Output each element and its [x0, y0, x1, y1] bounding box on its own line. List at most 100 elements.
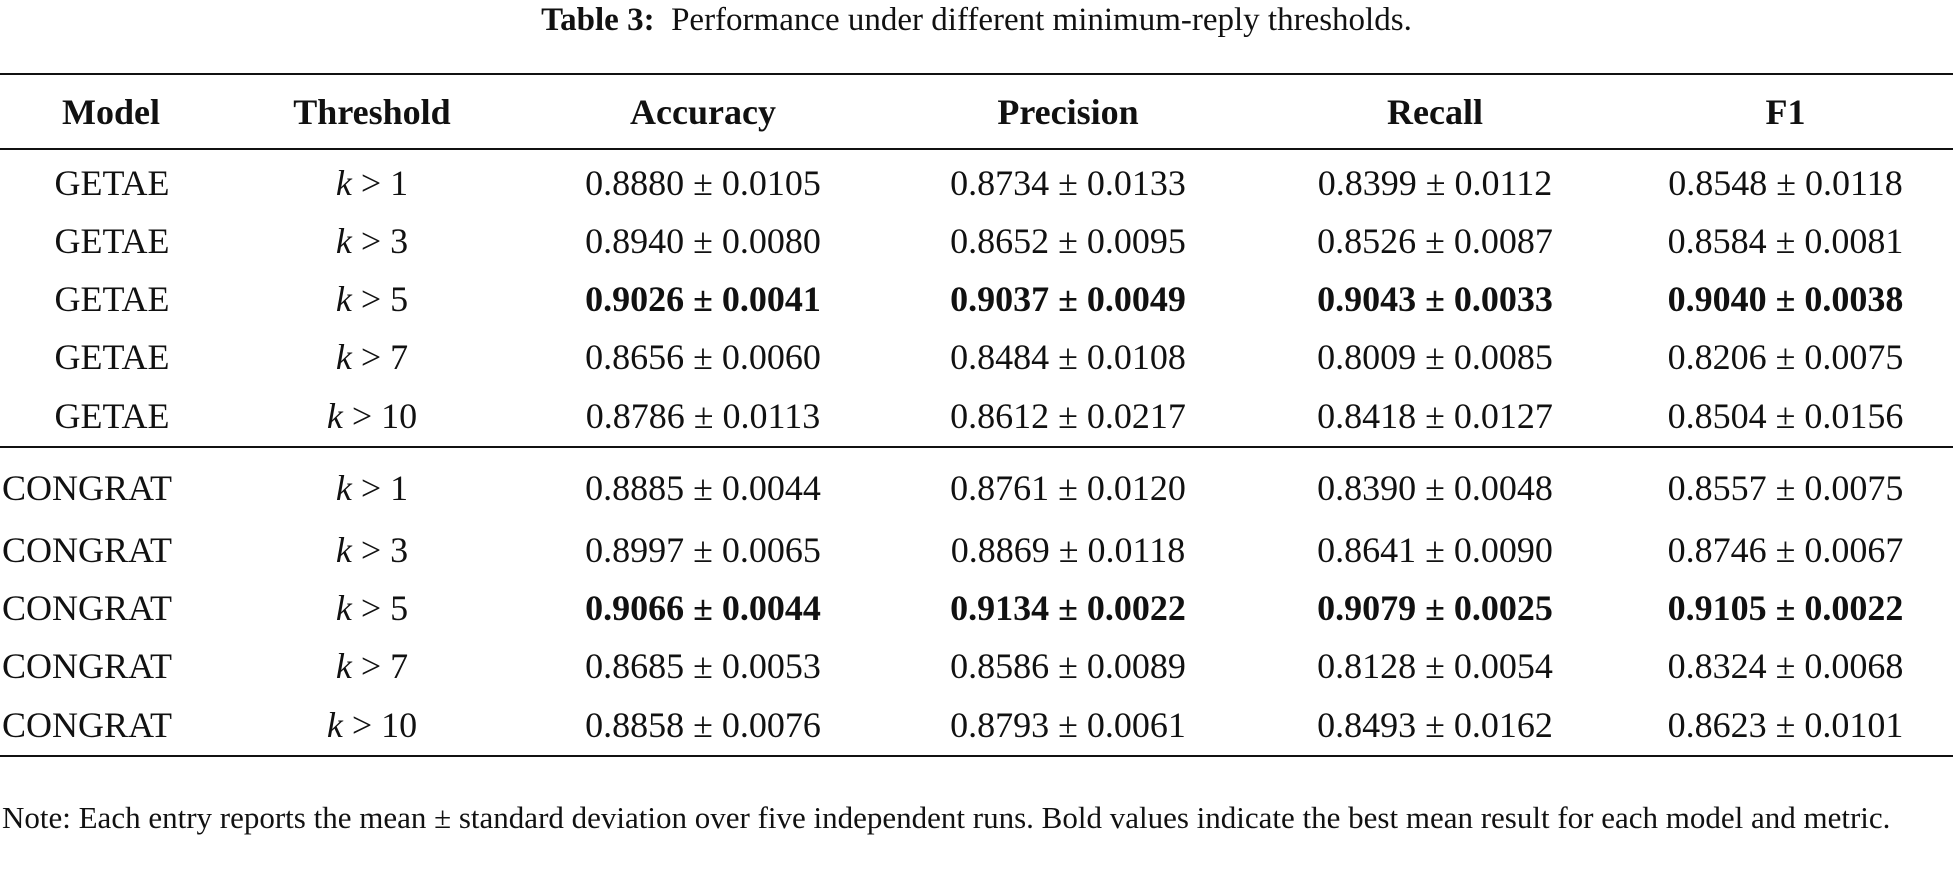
cell-model: CONGRAT: [2, 588, 173, 628]
cell-accuracy: 0.8656 ± 0.0060: [585, 337, 821, 377]
table-header: Model Threshold Accuracy Precision Recal…: [0, 73, 1953, 150]
cell-f1: 0.8324 ± 0.0068: [1667, 646, 1904, 686]
cell-recall: 0.8009 ± 0.0085: [1317, 337, 1553, 377]
table-row: CONGRAT k > 10 0.8858 ± 0.0076 0.8793 ± 0.0…: [0, 695, 1953, 757]
threshold-value: > 10: [342, 705, 418, 745]
cell-threshold: k > 7: [222, 328, 522, 386]
cell-f1: 0.8548 ± 0.0118: [1668, 163, 1903, 203]
cell-f1: 0.8623 ± 0.0101: [1618, 695, 1953, 757]
cell-recall: 0.8493 ± 0.0162: [1252, 695, 1618, 757]
header-threshold: Threshold: [222, 73, 522, 150]
threshold-variable: k: [335, 530, 352, 570]
threshold-value: > 7: [351, 337, 409, 377]
cell-threshold: k > 3: [222, 212, 522, 270]
cell-f1: 0.8557 ± 0.0075: [1667, 467, 1904, 508]
cell-recall: 0.8418 ± 0.0127: [1252, 386, 1618, 448]
cell-model: GETAE: [54, 279, 170, 319]
table-note: Note: Each entry reports the mean ± stan…: [2, 800, 1891, 835]
cell-recall: 0.8128 ± 0.0054: [1317, 646, 1553, 686]
header-f1: F1: [1618, 73, 1953, 150]
cell-model: GETAE: [54, 221, 170, 261]
threshold-variable: k: [335, 337, 352, 377]
cell-recall: 0.8641 ± 0.0090: [1317, 530, 1553, 570]
cell-precision: 0.8761 ± 0.0120: [950, 467, 1186, 508]
table-row: GETAE k > 1 0.8880 ± 0.0105 0.8734 ± 0.0133…: [0, 149, 1953, 212]
cell-precision: 0.8586 ± 0.0089: [950, 646, 1186, 686]
table-row: CONGRAT k > 3 0.8997 ± 0.0065 0.8869 ± 0.01…: [0, 521, 1953, 579]
threshold-variable: k: [335, 588, 352, 628]
threshold-value: > 5: [351, 588, 409, 628]
cell-threshold: k > 10: [222, 695, 522, 757]
cell-precision: 0.8612 ± 0.0217: [884, 386, 1252, 448]
header-model: Model: [0, 73, 222, 150]
caption-text: Performance under different minimum-repl…: [671, 2, 1412, 38]
threshold-variable: k: [326, 705, 343, 745]
threshold-value: > 3: [351, 530, 409, 570]
cell-recall: 0.8390 ± 0.0048: [1317, 467, 1553, 508]
table-row: CONGRAT k > 1 0.8885 ± 0.0044 0.8761 ± 0.01…: [0, 447, 1953, 521]
header-row: Model Threshold Accuracy Precision Recal…: [0, 73, 1953, 150]
header-recall: Recall: [1252, 73, 1618, 150]
cell-threshold: k > 7: [222, 637, 522, 695]
cell-threshold: k > 3: [222, 521, 522, 579]
cell-threshold: k > 1: [222, 149, 522, 212]
threshold-value: > 10: [342, 396, 418, 436]
cell-f1: 0.9105 ± 0.0022: [1667, 588, 1904, 628]
cell-model: GETAE: [0, 386, 222, 448]
cell-f1: 0.9040 ± 0.0038: [1667, 279, 1904, 319]
cell-accuracy: 0.8880 ± 0.0105: [585, 163, 821, 203]
cell-precision: 0.9037 ± 0.0049: [950, 279, 1186, 319]
cell-precision: 0.8484 ± 0.0108: [950, 337, 1186, 377]
cell-accuracy: 0.9026 ± 0.0041: [585, 279, 821, 319]
table-row: CONGRAT k > 5 0.9066 ± 0.0044 0.9134 ± 0.00…: [0, 579, 1953, 637]
header-precision: Precision: [884, 73, 1252, 150]
table-caption: Table 3: Performance under different min…: [0, 0, 1953, 44]
cell-model: CONGRAT: [2, 467, 173, 508]
cell-recall: 0.9079 ± 0.0025: [1317, 588, 1553, 628]
threshold-variable: k: [335, 221, 352, 261]
table-row: GETAE k > 5 0.9026 ± 0.0041 0.9037 ± 0.0049…: [0, 270, 1953, 328]
threshold-value: > 1: [351, 467, 409, 508]
cell-f1: 0.8206 ± 0.0075: [1667, 337, 1904, 377]
results-table: Model Threshold Accuracy Precision Recal…: [0, 73, 1953, 757]
threshold-variable: k: [335, 163, 352, 203]
cell-precision: 0.8652 ± 0.0095: [950, 221, 1186, 261]
cell-accuracy: 0.8858 ± 0.0076: [522, 695, 884, 757]
threshold-variable: k: [326, 396, 343, 436]
threshold-value: > 7: [351, 646, 409, 686]
cell-threshold: k > 1: [222, 447, 522, 521]
cell-f1: 0.8584 ± 0.0081: [1667, 221, 1904, 261]
cell-precision: 0.9134 ± 0.0022: [950, 588, 1186, 628]
threshold-variable: k: [335, 279, 352, 319]
cell-accuracy: 0.9066 ± 0.0044: [585, 588, 821, 628]
threshold-variable: k: [335, 646, 352, 686]
table-row: GETAE k > 10 0.8786 ± 0.0113 0.8612 ± 0.021…: [0, 386, 1953, 448]
table-group-congrat: CONGRAT k > 1 0.8885 ± 0.0044 0.8761 ± 0.01…: [0, 447, 1953, 757]
cell-model: GETAE: [54, 337, 170, 377]
threshold-variable: k: [335, 467, 352, 508]
cell-model: CONGRAT: [0, 695, 222, 757]
cell-threshold: k > 5: [222, 270, 522, 328]
table-row: GETAE k > 3 0.8940 ± 0.0080 0.8652 ± 0.0095…: [0, 212, 1953, 270]
cell-threshold: k > 5: [222, 579, 522, 637]
cell-recall: 0.8526 ± 0.0087: [1317, 221, 1553, 261]
cell-model: CONGRAT: [2, 530, 173, 570]
table-row: GETAE k > 7 0.8656 ± 0.0060 0.8484 ± 0.0108…: [0, 328, 1953, 386]
threshold-value: > 3: [351, 221, 409, 261]
table-row: CONGRAT k > 7 0.8685 ± 0.0053 0.8586 ± 0.00…: [0, 637, 1953, 695]
header-accuracy: Accuracy: [522, 73, 884, 150]
results-table-wrapper: Model Threshold Accuracy Precision Recal…: [0, 73, 1953, 757]
cell-threshold: k > 10: [222, 386, 522, 448]
cell-precision: 0.8869 ± 0.0118: [950, 530, 1186, 570]
cell-accuracy: 0.8685 ± 0.0053: [585, 646, 821, 686]
cell-f1: 0.8504 ± 0.0156: [1618, 386, 1953, 448]
cell-precision: 0.8734 ± 0.0133: [950, 163, 1186, 203]
cell-recall: 0.8399 ± 0.0112: [1317, 163, 1553, 203]
cell-f1: 0.8746 ± 0.0067: [1667, 530, 1904, 570]
cell-accuracy: 0.8786 ± 0.0113: [522, 386, 884, 448]
cell-accuracy: 0.8997 ± 0.0065: [585, 530, 821, 570]
cell-accuracy: 0.8885 ± 0.0044: [585, 467, 821, 508]
cell-recall: 0.9043 ± 0.0033: [1317, 279, 1553, 319]
threshold-value: > 5: [351, 279, 409, 319]
caption-label: Table 3:: [541, 2, 655, 38]
